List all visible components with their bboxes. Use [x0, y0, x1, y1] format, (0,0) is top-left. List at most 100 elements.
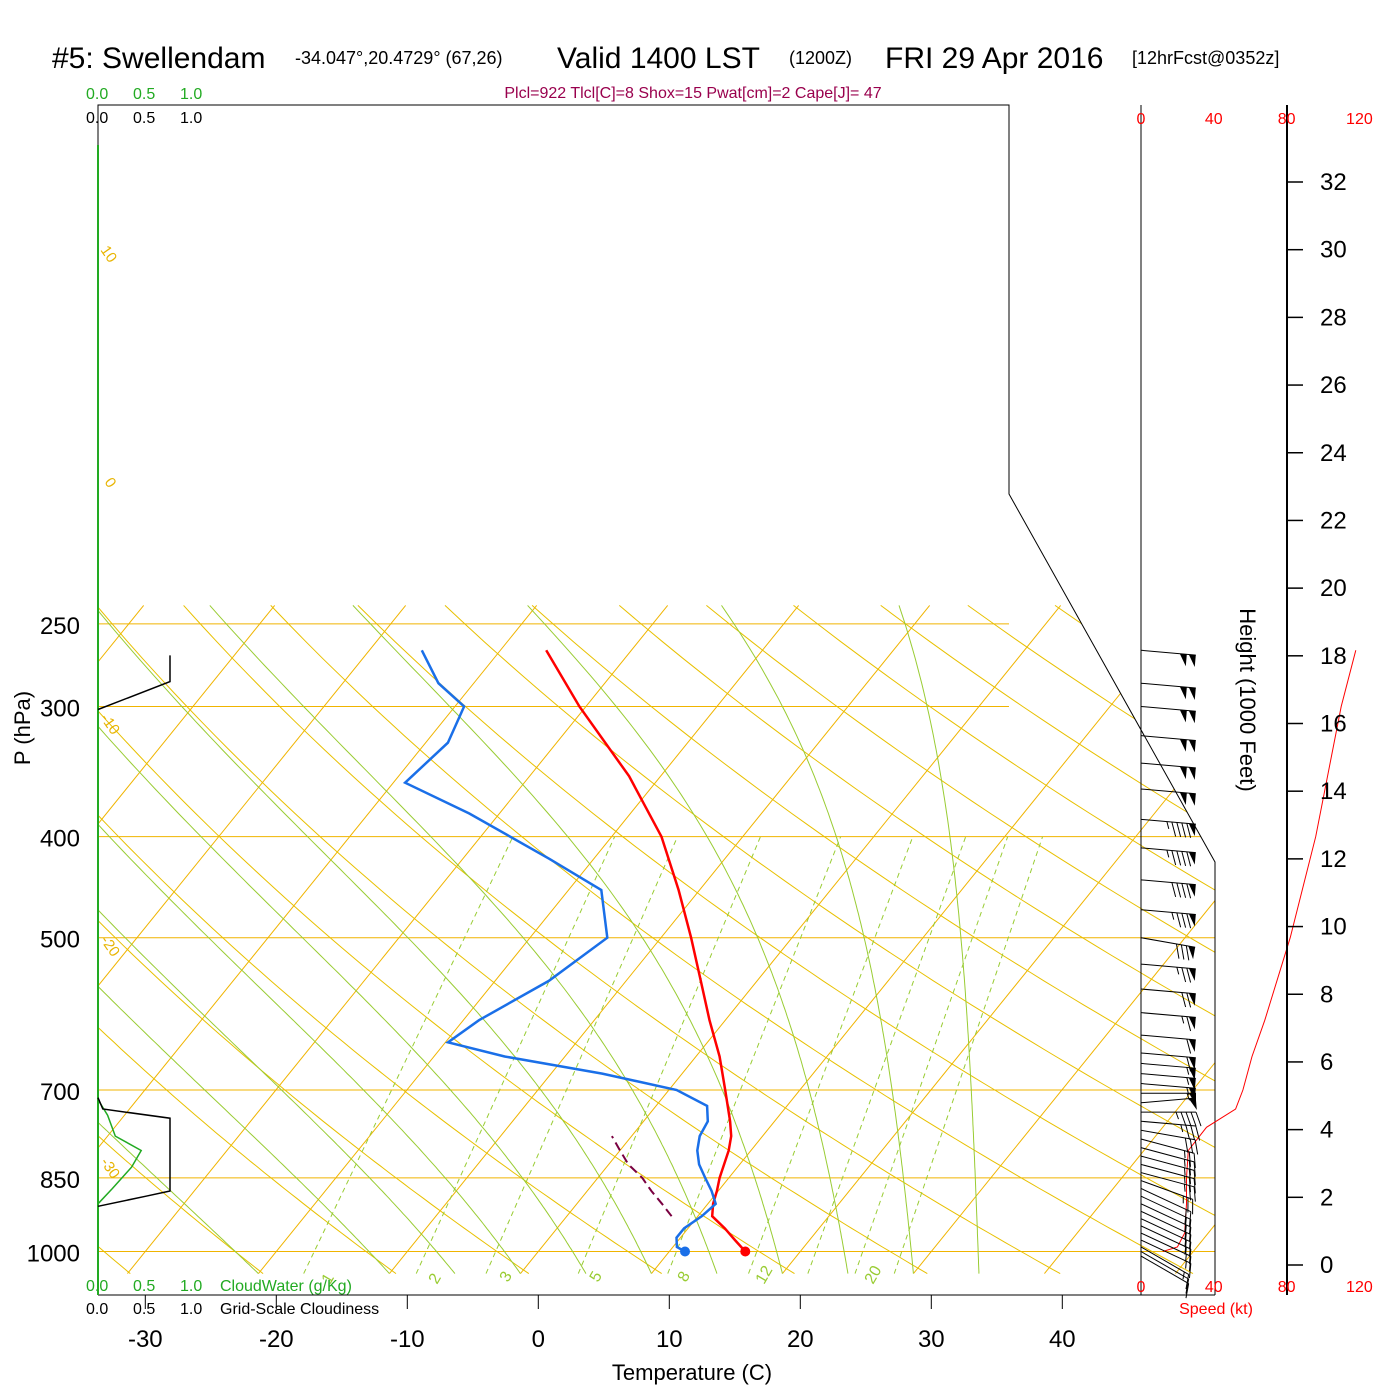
wind-barb-halfflag	[1183, 1150, 1186, 1159]
wind-barb-flag	[1186, 823, 1192, 838]
temperature-tick-label: 30	[918, 1326, 945, 1353]
wind-barb-shaft	[1140, 1083, 1196, 1089]
pressure-tick-label: 1000	[27, 1241, 80, 1268]
isotherm-line	[913, 605, 1215, 1274]
surface-temperature-dot	[740, 1246, 751, 1257]
surface-dewpoint-dot	[680, 1246, 691, 1257]
wind-barb-shaft	[1140, 909, 1196, 915]
wind-barb-flag	[1190, 1111, 1197, 1127]
wind-barb	[1140, 705, 1196, 724]
height-tick-label: 16	[1320, 711, 1347, 738]
isotherm-line	[1044, 605, 1215, 1274]
wind-barb-flag	[1186, 851, 1192, 867]
wind-barb	[1140, 1203, 1192, 1242]
cloudiness-tick-top: 0.0	[86, 110, 108, 127]
speed-axis-label: Speed (kt)	[1179, 1301, 1253, 1318]
wind-barb-pennant	[1188, 1077, 1196, 1091]
wind-barb-flag	[1176, 882, 1182, 898]
wind-barb-pennant	[1188, 946, 1196, 960]
temperature-tick-label: 40	[1049, 1326, 1076, 1353]
dry-adiabat-line	[98, 605, 530, 1275]
wind-barb-flag	[1188, 1234, 1192, 1250]
wind-barb-pennant	[1188, 654, 1196, 668]
mixing-ratio-line	[667, 836, 842, 1274]
wind-barb-pennant	[1188, 1057, 1196, 1070]
speed-tick-label-top: 120	[1346, 111, 1373, 128]
wind-barb-flag	[1175, 943, 1180, 959]
height-tick-label: 24	[1320, 440, 1347, 467]
wind-barb-shaft	[1140, 1147, 1195, 1163]
cloudiness-tick-top: 1.0	[180, 110, 202, 127]
wind-barb-pennant	[1188, 1016, 1196, 1030]
temperature-tick-label: 20	[787, 1326, 814, 1353]
moist-adiabat-line	[98, 605, 587, 1274]
wind-barb	[1141, 1092, 1196, 1106]
pressure-tick-label: 500	[40, 927, 80, 954]
wind-barb	[1140, 1129, 1199, 1155]
wind-barb-halfflag	[1183, 1184, 1186, 1192]
wind-barb-shaft	[1140, 1073, 1196, 1079]
wind-barb-pennant	[1179, 709, 1187, 723]
parcel-profile-line	[611, 1135, 673, 1217]
wind-barb-halfflag	[1186, 1067, 1190, 1075]
dry-adiabat-label: 20	[1104, 630, 1139, 664]
wind-barb-flag	[1195, 1111, 1202, 1127]
wind-barb-shaft	[1140, 1195, 1192, 1220]
wind-barb-flag	[1189, 1138, 1194, 1154]
speed-tick-label-bottom: 120	[1346, 1279, 1373, 1296]
isotherm-label: 10	[97, 243, 120, 266]
height-tick-label: 22	[1320, 507, 1347, 534]
wind-barb-halfflag	[1181, 1016, 1185, 1024]
plot-frame	[97, 104, 1216, 1295]
wind-barb-pennant	[1179, 792, 1187, 805]
dry-adiabat-line	[270, 605, 1194, 1275]
wind-barb	[1140, 1034, 1196, 1054]
dry-adiabat-line	[357, 605, 1215, 1275]
wind-barb-shaft	[1140, 988, 1196, 995]
wind-barb-flag	[1190, 1125, 1196, 1141]
speed-tick-label-top: 0	[1137, 111, 1146, 128]
wind-barb-shaft	[1140, 1172, 1195, 1188]
wind-barb-flag	[1180, 1111, 1187, 1127]
pressure-ticks: 250 300 400 500 700 850 1000	[27, 613, 80, 1268]
wind-barb-flag	[1186, 1016, 1192, 1032]
wind-barb	[1140, 1251, 1190, 1294]
mixing-ratio-line	[303, 836, 514, 1274]
wind-barb-pennant	[1188, 687, 1196, 700]
dry-adiabat-label: 10	[1039, 505, 1074, 539]
isotherm-line	[782, 605, 1215, 1274]
wind-barb-shaft	[1140, 705, 1196, 712]
wind-barb-flag	[1180, 944, 1185, 960]
dry-adiabat-line	[444, 605, 1215, 1275]
isotherm-line	[651, 605, 1193, 1274]
temperature-tick-label: 0	[532, 1326, 545, 1353]
wind-barb-halfflag	[1166, 821, 1170, 829]
wind-barb	[1140, 1232, 1192, 1272]
mixing-ratio-line	[748, 836, 914, 1274]
wind-barb-halfflag	[1166, 850, 1170, 858]
moist-adiabat-line	[98, 605, 259, 1274]
wind-barb-flag	[1185, 1283, 1190, 1299]
wind-barb	[1140, 1255, 1190, 1299]
dry-adiabat-line	[98, 605, 397, 1275]
wind-barb-flag	[1186, 967, 1192, 983]
wind-barb-shaft	[1140, 1034, 1196, 1041]
isotherm-line	[389, 605, 931, 1274]
mixing-ratio-label: 3	[497, 1269, 516, 1285]
wind-barb-flag	[1171, 821, 1177, 837]
wind-barb-flag	[1194, 1139, 1199, 1155]
wind-barb	[1140, 818, 1196, 838]
wind-barb-flag	[1181, 851, 1187, 866]
isotherm-label: -20	[97, 933, 123, 961]
wind-barb-shaft	[1140, 1255, 1189, 1284]
dry-adiabat-line	[98, 605, 795, 1275]
wind-barb	[1140, 1225, 1192, 1264]
wind-barb-shaft	[1140, 879, 1196, 886]
wind-barb-halfflag	[1182, 1271, 1185, 1280]
wind-barb	[1140, 909, 1196, 929]
wind-barb-halfflag	[1180, 1124, 1184, 1133]
wind-barb	[1140, 1155, 1196, 1186]
wind-barb	[1140, 1147, 1196, 1177]
